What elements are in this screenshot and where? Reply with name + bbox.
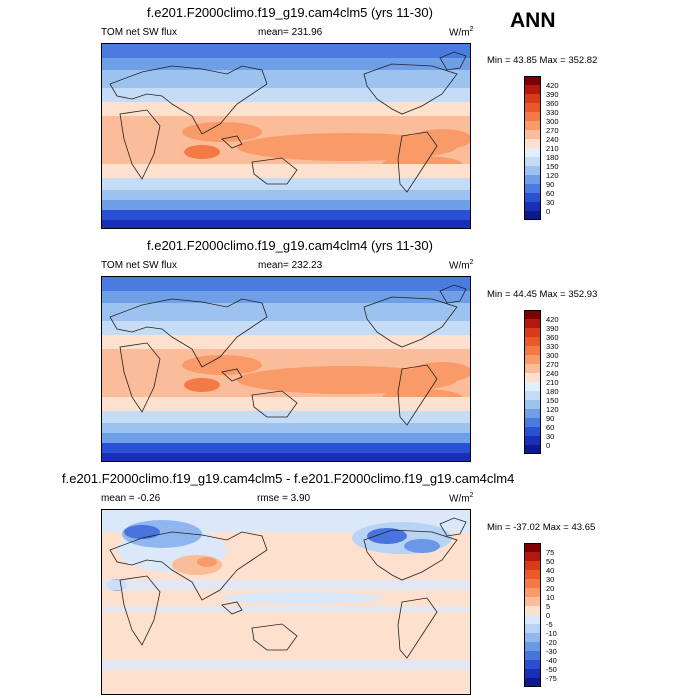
panel3-colorbar-labels: 75 50 40 30 20 10 5 0 -5 -10 -20 -30 -40 -50 -75 [546, 547, 557, 683]
panel2-colorbar-labels: 420 390 360 330 300 270 240 210 180 150 120 90 6… [546, 314, 559, 450]
panel1-units: W/m2 [449, 26, 474, 39]
panel3-mean-label: mean = -0.26 [101, 493, 161, 504]
panel2-title: f.e201.F2000climo.f19_g19.cam4clm4 (yrs … [147, 238, 433, 253]
panel1-minmax: Min = 43.85 Max = 352.82 [487, 55, 598, 66]
panel1-map [101, 43, 471, 229]
panel1-map-svg [102, 44, 470, 228]
panel3-colorbar [524, 543, 541, 687]
panel3-title: f.e201.F2000climo.f19_g19.cam4clm5 - f.e… [62, 471, 515, 486]
panel2-map-svg [102, 277, 470, 461]
panel1-coastlines [109, 51, 467, 193]
panel1-mean-label: mean= 231.96 [258, 27, 323, 38]
panel3-map-svg [102, 510, 470, 694]
panel2-minmax: Min = 44.45 Max = 352.93 [487, 289, 598, 300]
panel2-colorbar [524, 310, 541, 454]
panel3-units: W/m2 [449, 492, 474, 505]
panel3-map [101, 509, 471, 695]
panel2-units: W/m2 [449, 259, 474, 272]
panel1-title: f.e201.F2000climo.f19_g19.cam4clm5 (yrs … [147, 5, 433, 20]
panel2-mean-label: mean= 232.23 [258, 260, 323, 271]
panel1-colorbar [524, 76, 541, 220]
panel3-coastlines [109, 517, 467, 659]
panel3-rmse-label: rmse = 3.90 [257, 493, 311, 504]
panel2-map [101, 276, 471, 462]
panel3-minmax: Min = -37.02 Max = 43.65 [487, 522, 596, 533]
panel2-variable-label: TOM net SW flux [101, 260, 177, 271]
panel1-colorbar-labels: 420 390 360 330 300 270 240 210 180 150 120 90 6… [546, 80, 559, 216]
panel1-variable-label: TOM net SW flux [101, 27, 177, 38]
panel2-coastlines [109, 284, 467, 426]
season-label: ANN [510, 9, 556, 32]
